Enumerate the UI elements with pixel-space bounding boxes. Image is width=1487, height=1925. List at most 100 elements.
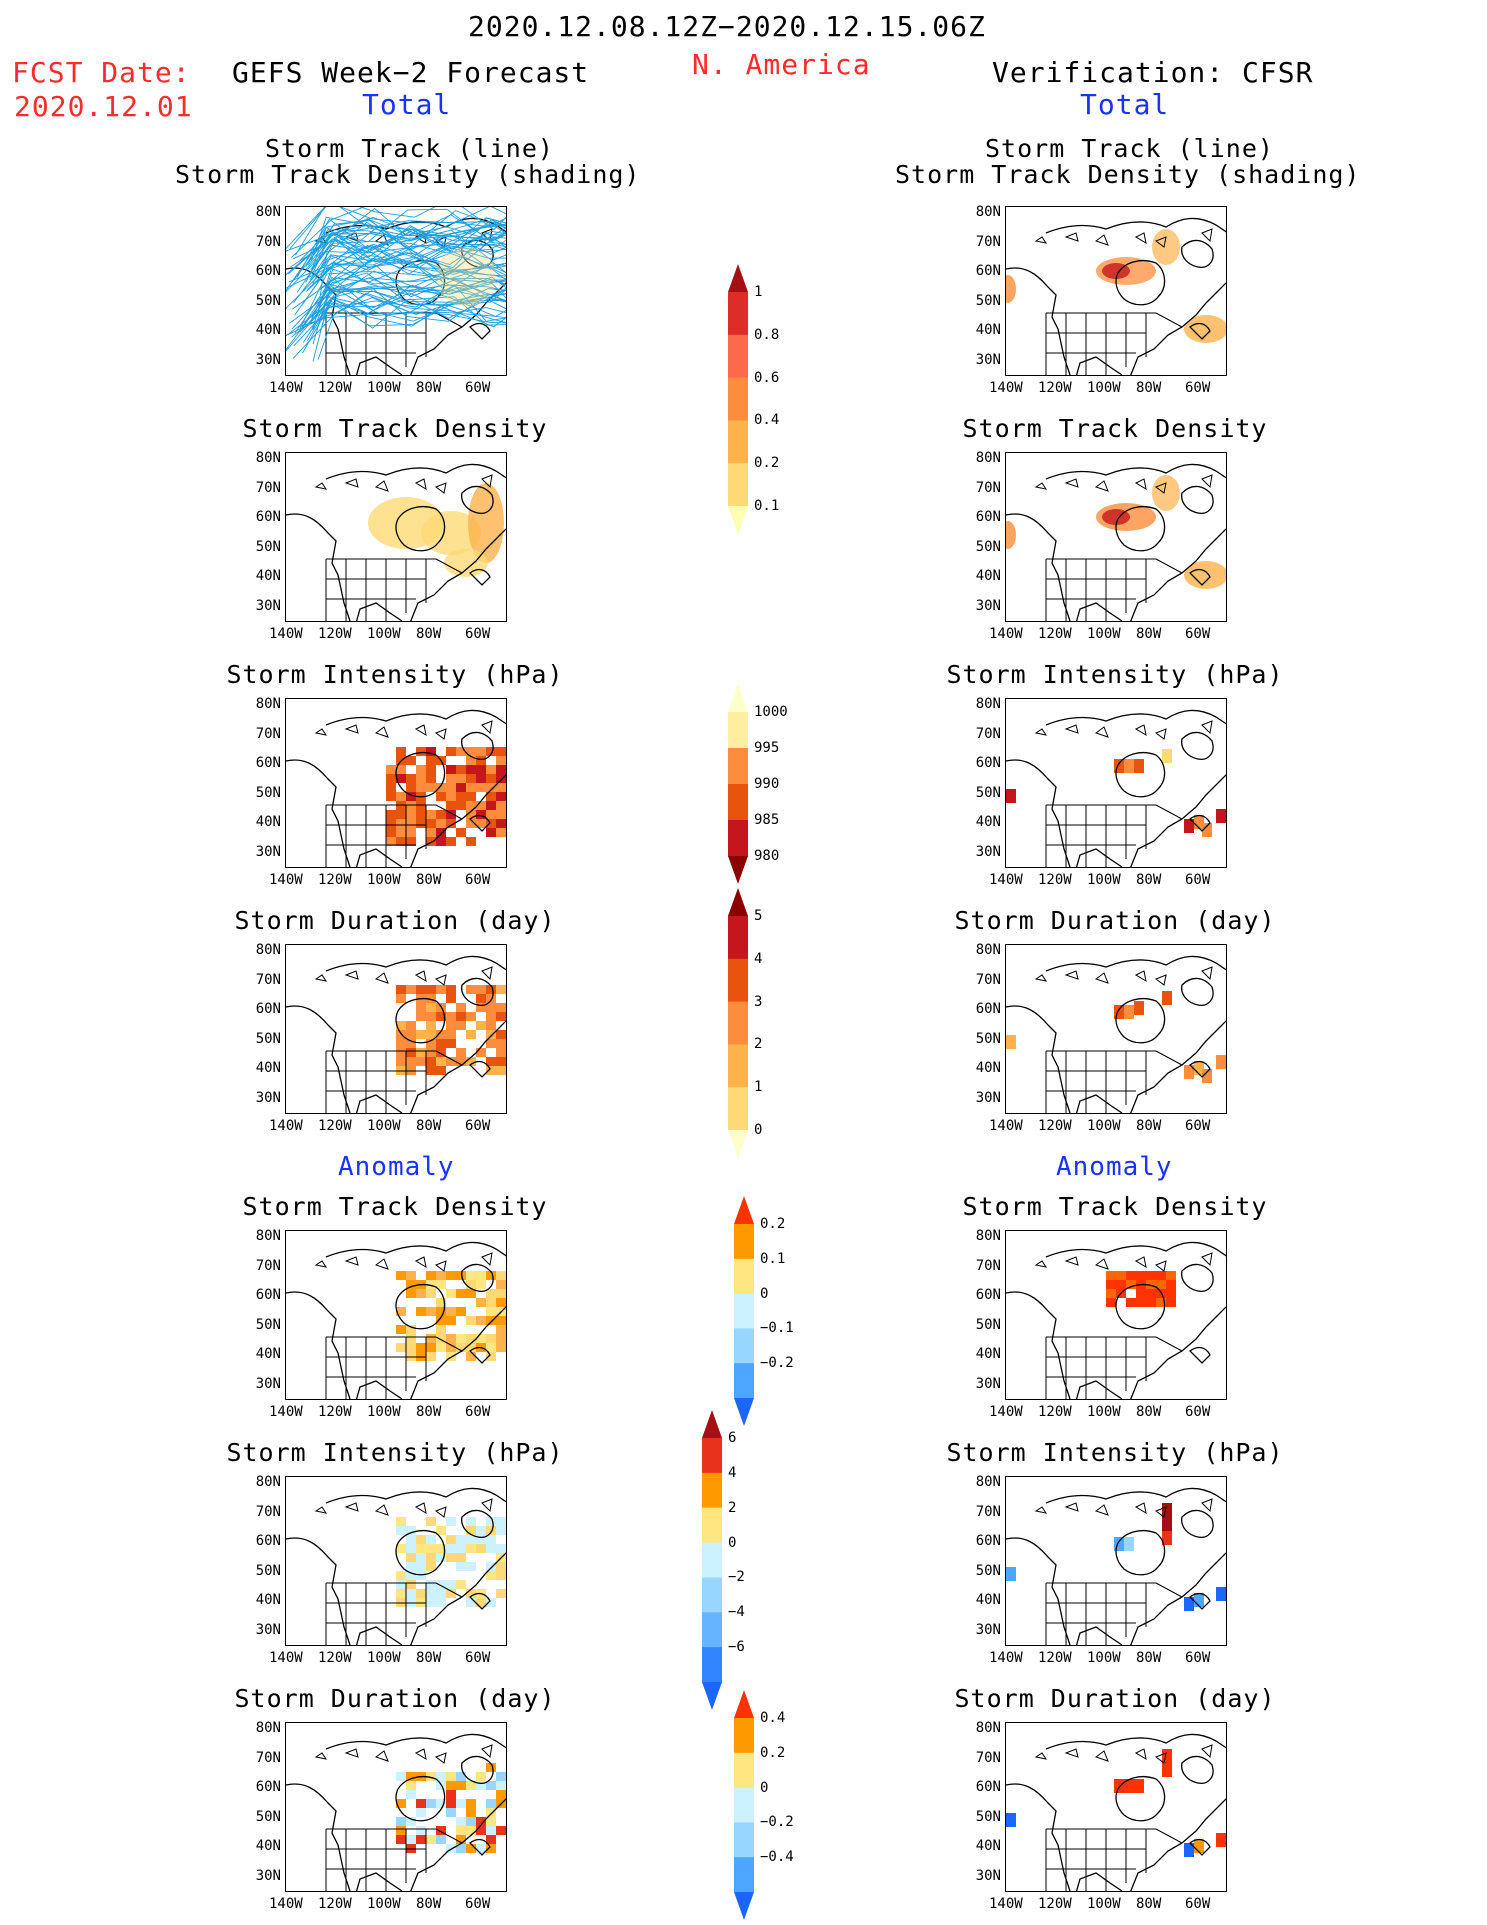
shading-cell bbox=[406, 1571, 416, 1580]
shading-cell bbox=[416, 1003, 426, 1012]
shading-cell bbox=[426, 1039, 436, 1048]
shading-cell bbox=[486, 1844, 496, 1853]
shading-cell bbox=[1146, 1289, 1156, 1298]
shading-cell bbox=[1114, 1779, 1124, 1793]
shading-cell bbox=[496, 985, 506, 994]
colorbar-top-arrow bbox=[734, 1690, 754, 1718]
shading-cell bbox=[486, 1517, 496, 1526]
shading-cell bbox=[1124, 1779, 1134, 1793]
lat-tick-label: 30N bbox=[255, 351, 281, 368]
arctic-islands bbox=[1034, 966, 1213, 986]
shading-cell bbox=[506, 1517, 507, 1526]
shading-cell bbox=[406, 1039, 416, 1048]
shading-cell bbox=[466, 1030, 476, 1039]
shading-cell bbox=[456, 1289, 466, 1298]
state-borders bbox=[1045, 1582, 1183, 1645]
storm-track-line bbox=[296, 236, 506, 293]
shading-cell bbox=[416, 1808, 426, 1817]
date-range-title: 2020.12.08.12Z−2020.12.15.06Z bbox=[468, 10, 986, 43]
shading-cell bbox=[436, 1544, 446, 1553]
colorbar-tick-label: 0.1 bbox=[754, 498, 780, 514]
density-blob bbox=[468, 483, 504, 563]
coastline bbox=[1006, 1733, 1226, 1891]
shading-cell bbox=[446, 1352, 456, 1361]
fcst-date-label: FCST Date: bbox=[12, 56, 191, 89]
shading-cell bbox=[456, 1826, 466, 1835]
shading-cell bbox=[416, 1012, 426, 1021]
shading-cell bbox=[496, 774, 506, 783]
shading-cell bbox=[386, 765, 396, 774]
right-map-12 bbox=[1005, 1476, 1227, 1646]
shading-cell bbox=[456, 1012, 466, 1021]
arctic-islands bbox=[1034, 1252, 1213, 1272]
shading-cell bbox=[506, 828, 507, 837]
shading-cell bbox=[1136, 1289, 1146, 1298]
shading-cell bbox=[486, 765, 496, 774]
lon-tick-label: 60W bbox=[465, 872, 491, 888]
shading-cell bbox=[1114, 759, 1124, 773]
density-blob bbox=[1152, 229, 1180, 265]
lon-tick-label: 140W bbox=[269, 1650, 303, 1666]
shading-cell bbox=[396, 1271, 406, 1280]
shading-cell bbox=[426, 1352, 436, 1361]
left-panel-title-track-line: Storm Track (line) bbox=[265, 134, 554, 163]
shading-cell bbox=[476, 783, 486, 792]
lat-tick-label: 40N bbox=[255, 322, 281, 338]
shading-cell bbox=[446, 1289, 456, 1298]
lat-tick-label: 30N bbox=[975, 1867, 1001, 1884]
shading-cell bbox=[466, 1057, 476, 1066]
colorbar-tick-label: 4 bbox=[728, 1464, 737, 1481]
shading-cell bbox=[1134, 759, 1144, 773]
colorbar-tick-label: 0.4 bbox=[754, 412, 780, 429]
shading-cell bbox=[1126, 1271, 1136, 1280]
storm-track-line bbox=[290, 227, 506, 268]
shading-cell bbox=[416, 1553, 426, 1562]
shading-cell bbox=[466, 774, 476, 783]
lat-tick-label: 60N bbox=[975, 755, 1001, 771]
shading-cell bbox=[506, 1763, 507, 1772]
shading-cell bbox=[1216, 1055, 1226, 1069]
lon-tick-label: 80W bbox=[416, 872, 442, 888]
shading-cell bbox=[486, 1030, 496, 1039]
shading-cell bbox=[396, 1048, 406, 1057]
shading-cell bbox=[446, 774, 456, 783]
shading-cell bbox=[1106, 1271, 1116, 1280]
right-panel-title-intensity: Storm Intensity (hPa) bbox=[946, 1438, 1284, 1467]
shading-cell bbox=[466, 1352, 476, 1361]
lat-tick-label: 60N bbox=[975, 1533, 1001, 1549]
lat-tick-label: 50N bbox=[255, 292, 281, 309]
shading-cell bbox=[506, 801, 507, 810]
shading-cell bbox=[1006, 1035, 1016, 1049]
shading-cell bbox=[436, 1835, 446, 1844]
shading-cell bbox=[456, 1562, 466, 1571]
lon-tick-label: 60W bbox=[1185, 872, 1211, 888]
right-map-11 bbox=[1005, 1230, 1227, 1400]
shading-cell bbox=[486, 828, 496, 837]
shading-cell bbox=[426, 1535, 436, 1544]
shading-cell bbox=[466, 1817, 476, 1826]
shading-cell bbox=[426, 783, 436, 792]
right-panel-title-duration: Storm Duration (day) bbox=[954, 1684, 1276, 1713]
shading-cell bbox=[476, 819, 486, 828]
shading-cell bbox=[396, 1021, 406, 1030]
state-borders bbox=[1045, 1050, 1183, 1113]
shading-cell bbox=[426, 1589, 436, 1598]
arctic-islands bbox=[314, 474, 493, 494]
colorbar-bottom-arrow bbox=[728, 506, 748, 534]
shading-cell bbox=[446, 1307, 456, 1316]
shading-cell bbox=[486, 1012, 496, 1021]
shading-cell bbox=[416, 1544, 426, 1553]
lon-tick-label: 120W bbox=[318, 872, 352, 888]
shading-cell bbox=[456, 774, 466, 783]
arctic-islands bbox=[314, 720, 493, 740]
lon-tick-label: 100W bbox=[1087, 872, 1121, 888]
shading-cell bbox=[436, 837, 446, 846]
arctic-islands bbox=[1034, 228, 1213, 248]
shading-cell bbox=[396, 1589, 406, 1598]
colorbar-top-arrow bbox=[728, 684, 748, 712]
storm-track-line bbox=[286, 229, 506, 292]
lat-tick-label: 40N bbox=[975, 568, 1001, 584]
shading-cell bbox=[476, 1003, 486, 1012]
lat-tick-label: 50N bbox=[975, 784, 1001, 801]
shading-cell bbox=[1114, 1537, 1124, 1551]
